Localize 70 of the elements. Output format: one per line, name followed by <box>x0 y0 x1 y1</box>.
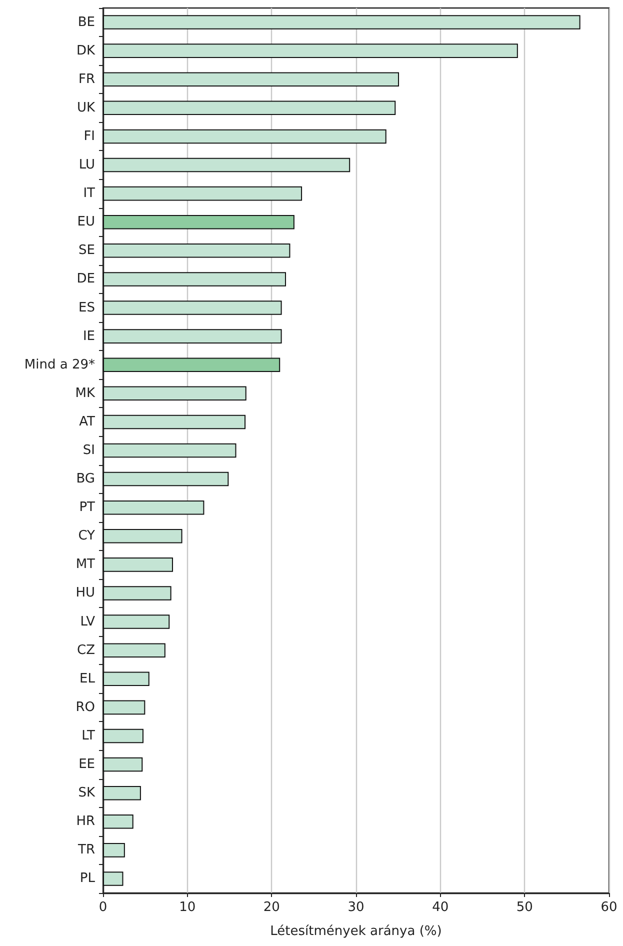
bar <box>103 300 282 315</box>
bar <box>103 129 386 144</box>
y-tick-label: EU <box>77 214 95 230</box>
bar <box>103 358 280 372</box>
bar <box>103 158 350 172</box>
bar <box>103 786 141 800</box>
bar <box>103 100 396 116</box>
bar <box>103 757 143 772</box>
bar <box>103 872 124 886</box>
bar <box>103 272 286 286</box>
bar <box>103 472 229 486</box>
bar <box>103 44 518 58</box>
y-tick-label: MT <box>76 557 96 572</box>
y-tick-label: UK <box>76 100 96 116</box>
bar <box>103 672 150 686</box>
y-tick-label: PL <box>80 871 96 886</box>
bar <box>103 15 580 30</box>
x-tick-label: 20 <box>263 900 280 915</box>
y-tick-label: HR <box>76 814 95 830</box>
y-tick-label: SK <box>78 786 96 801</box>
bar <box>103 558 173 572</box>
y-tick-label: FR <box>78 72 95 87</box>
y-tick-label: AT <box>79 414 96 430</box>
bar <box>103 700 146 715</box>
bar <box>103 443 236 458</box>
y-tick-label: SE <box>78 243 95 258</box>
bar <box>103 244 290 258</box>
bar <box>103 843 125 858</box>
x-tick-label: 40 <box>432 900 449 915</box>
bar <box>103 643 166 658</box>
bar <box>103 214 294 230</box>
y-tick-label: EL <box>80 671 96 686</box>
bar <box>103 529 182 544</box>
bar <box>103 728 144 744</box>
bar <box>103 500 204 515</box>
y-tick-label: RO <box>76 700 95 715</box>
bar <box>103 186 302 201</box>
bar <box>103 586 172 600</box>
y-tick-label: ES <box>78 300 95 316</box>
y-tick-label: BG <box>76 472 95 487</box>
bar <box>103 72 400 87</box>
y-tick-label: LV <box>80 614 96 630</box>
y-tick-label: HU <box>76 586 95 601</box>
x-tick-label: 30 <box>348 900 364 915</box>
y-tick-label: LT <box>82 728 96 744</box>
y-tick-label: DE <box>76 272 95 287</box>
bar <box>103 614 170 629</box>
y-tick-label: DK <box>76 43 96 58</box>
x-axis-title: Létesítmények aránya (%) <box>270 924 442 939</box>
bar <box>103 386 246 401</box>
y-tick-label: MK <box>75 386 96 401</box>
y-tick-label: CZ <box>77 642 96 658</box>
y-tick-label: LU <box>78 158 95 173</box>
x-tick-label: 10 <box>179 900 196 915</box>
x-tick-label: 60 <box>600 900 618 915</box>
bar <box>103 814 134 829</box>
bar <box>103 414 246 430</box>
y-tick-label: CY <box>78 528 96 544</box>
y-tick-label: FI <box>84 128 95 144</box>
x-tick-label: 50 <box>516 900 533 915</box>
y-tick-label: SI <box>82 443 95 458</box>
y-tick-label: PT <box>79 500 96 516</box>
y-tick-label: IE <box>82 328 95 344</box>
y-tick-label: TR <box>77 842 95 858</box>
bar <box>103 329 282 344</box>
y-tick-label: IT <box>83 186 96 202</box>
y-tick-label: EE <box>78 757 95 772</box>
y-tick-label: BE <box>78 14 95 30</box>
y-tick-label: Mind a 29* <box>24 357 96 372</box>
x-tick-label: 0 <box>98 900 108 915</box>
